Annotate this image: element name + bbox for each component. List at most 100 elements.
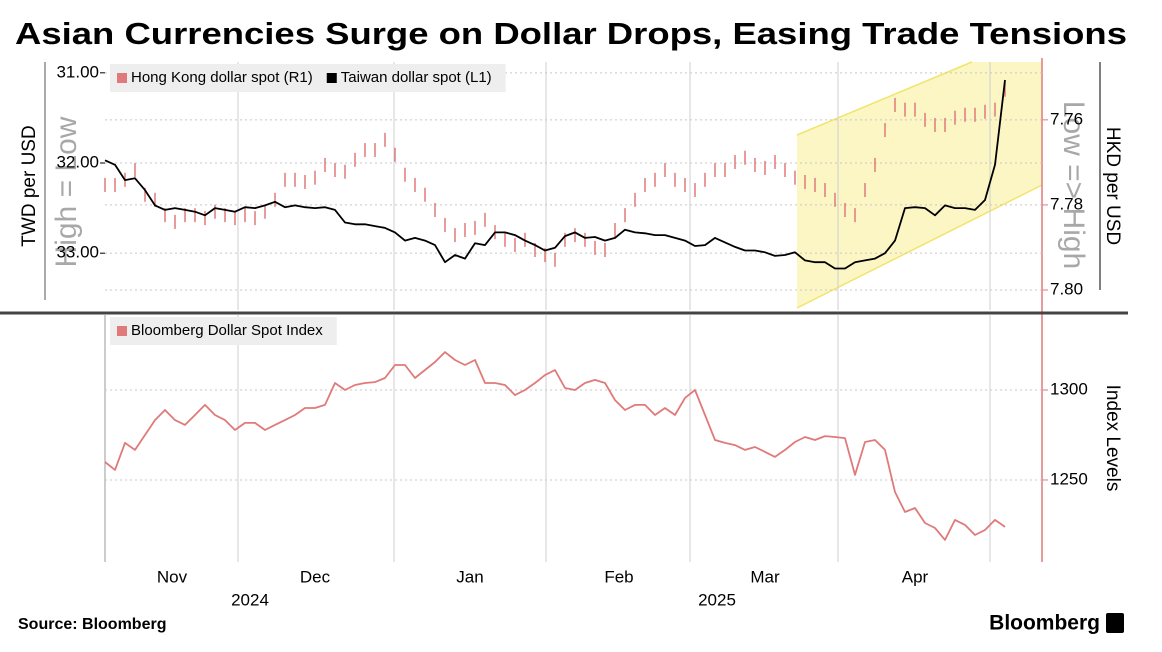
- price-bar: [914, 102, 916, 117]
- y-tick-label: 31.00: [56, 62, 99, 81]
- price-bar: [544, 248, 546, 263]
- price-bar: [254, 211, 256, 226]
- price-bar: [244, 208, 246, 223]
- price-bar: [504, 232, 506, 247]
- price-bar: [174, 214, 176, 229]
- brand: Bloomberg: [989, 612, 1100, 635]
- price-bar: [514, 237, 516, 252]
- y-tick-label: 33.00: [56, 243, 99, 262]
- price-bar: [954, 110, 956, 125]
- price-bar: [744, 150, 746, 165]
- price-bar: [964, 107, 966, 122]
- price-bar: [734, 154, 736, 169]
- series-line: [104, 351, 1006, 541]
- x-tick-label: Dec: [300, 567, 331, 586]
- legend-label: Taiwan dollar spot (L1): [341, 69, 492, 86]
- price-bar: [194, 208, 196, 223]
- price-bar: [424, 187, 426, 202]
- price-bar: [874, 157, 876, 172]
- price-bar: [404, 167, 406, 182]
- brand-icon: [1106, 613, 1124, 633]
- price-bar: [784, 163, 786, 178]
- chart-title: Asian Currencies Surge on Dollar Drops, …: [15, 16, 1127, 51]
- price-bar: [574, 228, 576, 243]
- legend-box: [110, 64, 506, 92]
- price-bar: [984, 104, 986, 119]
- price-bar: [934, 117, 936, 132]
- y-tick-label: 32.00: [56, 152, 99, 171]
- price-bar: [394, 147, 396, 162]
- price-bar: [204, 211, 206, 226]
- price-bar: [634, 192, 636, 207]
- price-bar: [434, 203, 436, 218]
- price-bar: [464, 223, 466, 238]
- y-tick-label: 7.80: [1050, 279, 1083, 298]
- price-bar: [454, 228, 456, 243]
- y-tick-label: 7.76: [1050, 109, 1083, 128]
- x-tick-label: Mar: [750, 567, 780, 586]
- price-bar: [924, 112, 926, 127]
- price-bar: [214, 204, 216, 219]
- price-bar: [974, 107, 976, 122]
- price-bar: [374, 143, 376, 158]
- price-bar: [564, 232, 566, 247]
- y-axis-title: Index Levels: [1102, 385, 1123, 492]
- price-bar: [614, 223, 616, 238]
- price-bar: [794, 170, 796, 185]
- legend-swatch: [326, 73, 337, 83]
- price-bar: [1004, 82, 1006, 97]
- price-bar: [604, 243, 606, 258]
- price-bar: [814, 177, 816, 192]
- watermark: High = Low: [50, 116, 83, 267]
- legend-label: Hong Kong dollar spot (R1): [131, 69, 313, 86]
- highlight-band: [797, 62, 1042, 308]
- watermark: Low => High: [1057, 101, 1090, 269]
- price-bar: [584, 232, 586, 247]
- price-bar: [824, 183, 826, 198]
- price-bar: [224, 208, 226, 223]
- price-bar: [774, 154, 776, 169]
- series-line: [104, 79, 1006, 270]
- price-bar: [944, 117, 946, 132]
- price-bar: [344, 164, 346, 179]
- price-bar: [414, 177, 416, 192]
- x-year-label: 2025: [698, 590, 736, 609]
- price-bar: [284, 172, 286, 187]
- price-bar: [694, 183, 696, 198]
- price-bar: [314, 170, 316, 185]
- legend-box: [110, 317, 337, 345]
- price-bar: [274, 192, 276, 207]
- price-bar: [534, 243, 536, 258]
- y2-axis-title: HKD per USD: [1102, 127, 1123, 245]
- price-bar: [994, 102, 996, 117]
- price-bar: [724, 163, 726, 178]
- price-bar: [114, 177, 116, 192]
- price-bar: [654, 172, 656, 187]
- price-bar: [134, 163, 136, 178]
- price-bar: [474, 220, 476, 235]
- price-bar: [554, 252, 556, 267]
- price-bar: [184, 208, 186, 223]
- price-bar: [144, 187, 146, 202]
- price-bar: [264, 204, 266, 219]
- price-bar: [444, 217, 446, 232]
- x-tick-label: Nov: [157, 567, 188, 586]
- price-bar: [884, 123, 886, 138]
- source: Source: Bloomberg: [18, 616, 166, 633]
- price-bar: [324, 157, 326, 172]
- y-tick-label: 1300: [1050, 380, 1088, 399]
- price-bar: [754, 157, 756, 172]
- price-bar: [684, 177, 686, 192]
- price-bar: [764, 160, 766, 175]
- legend-swatch: [117, 326, 127, 336]
- x-year-label: 2024: [231, 590, 269, 609]
- price-bar: [704, 172, 706, 187]
- legend-label: Bloomberg Dollar Spot Index: [131, 322, 323, 339]
- price-bar: [354, 152, 356, 167]
- y-tick-label: 7.78: [1050, 194, 1083, 213]
- channel-line: [796, 61, 973, 136]
- price-bar: [104, 177, 106, 192]
- price-bar: [894, 97, 896, 112]
